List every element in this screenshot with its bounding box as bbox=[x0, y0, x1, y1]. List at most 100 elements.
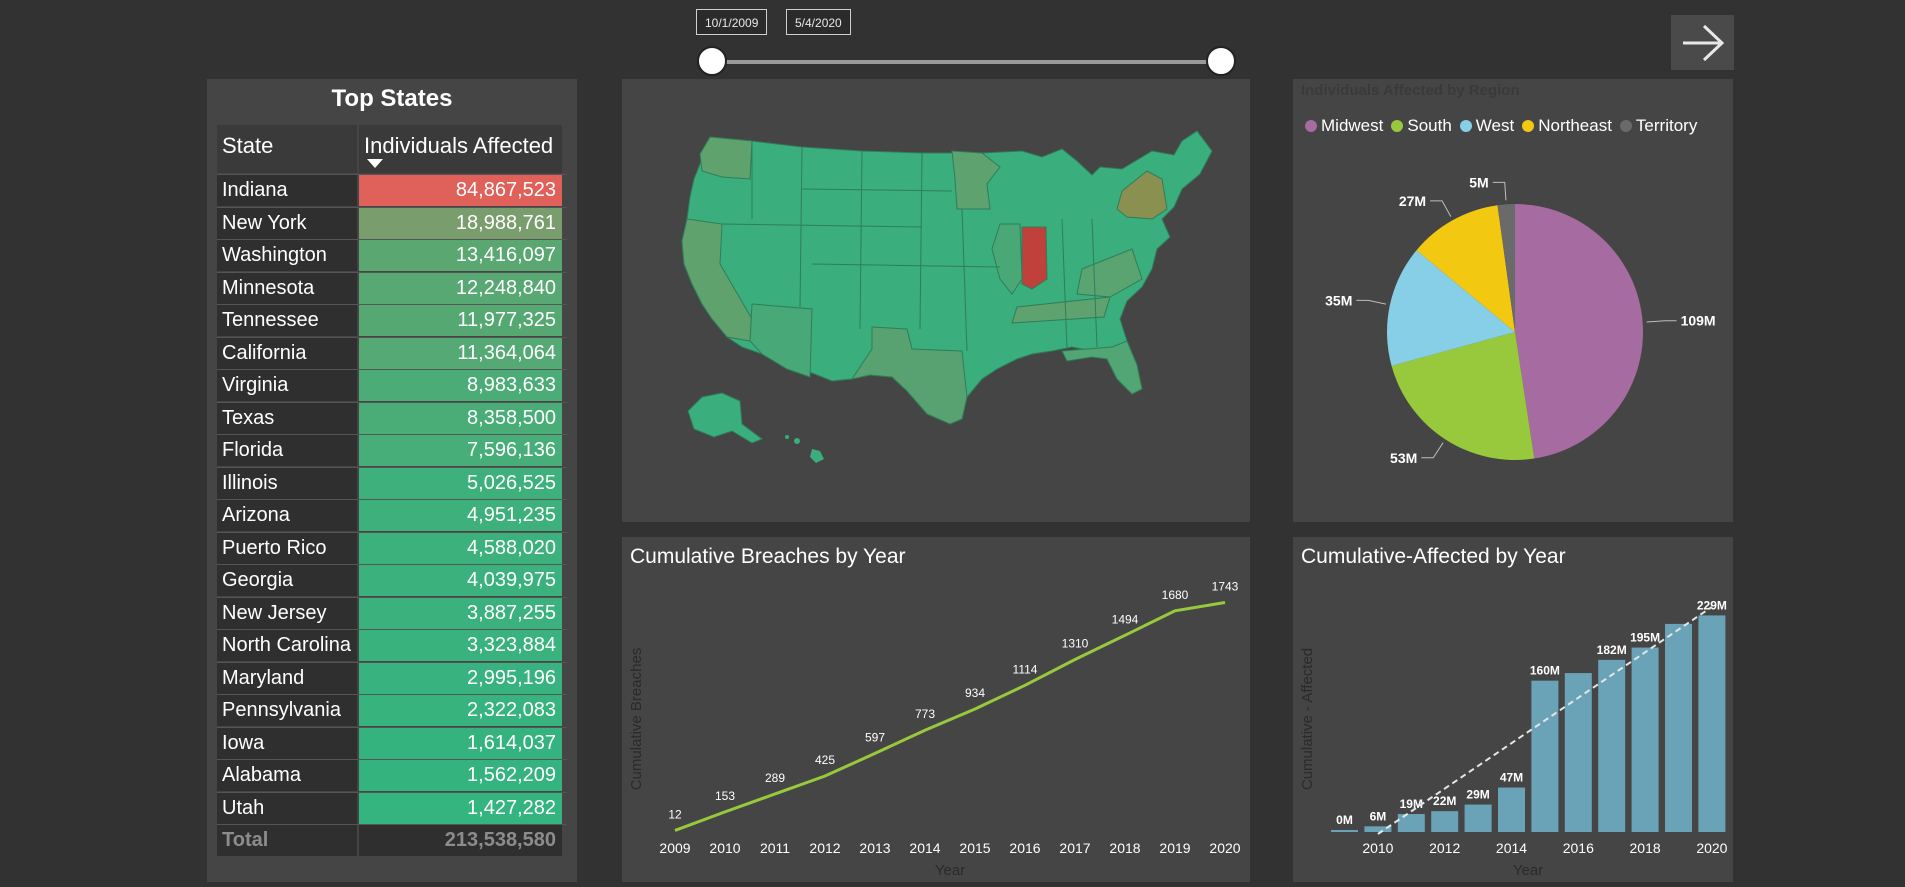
date-range-start-handle[interactable] bbox=[697, 46, 727, 76]
table-row[interactable]: Washington 13,416,097 bbox=[217, 239, 567, 271]
legend-item[interactable]: West bbox=[1459, 116, 1514, 136]
pie-slice-midwest[interactable] bbox=[1515, 204, 1643, 459]
bar-2012[interactable] bbox=[1431, 811, 1459, 832]
table-row[interactable]: Illinois 5,026,525 bbox=[217, 466, 567, 499]
bar-2019[interactable] bbox=[1665, 623, 1692, 832]
map-hawaii-island[interactable] bbox=[785, 435, 789, 439]
table-row[interactable]: Maryland 2,995,196 bbox=[217, 661, 567, 694]
pie-slice-northeast[interactable] bbox=[1416, 205, 1515, 332]
bar-2018[interactable] bbox=[1631, 647, 1659, 832]
map-state-illinois[interactable] bbox=[991, 223, 1023, 295]
bar-data-label: 0M bbox=[1336, 813, 1353, 827]
map-state-arizona[interactable] bbox=[749, 303, 813, 378]
cell-state: Indiana bbox=[217, 175, 357, 206]
legend-item[interactable]: Midwest bbox=[1305, 116, 1383, 136]
table-row[interactable]: Virginia 8,983,633 bbox=[217, 369, 567, 401]
bar-chart-title: Cumulative-Affected by Year bbox=[1301, 545, 1566, 568]
map-state-tennessee[interactable] bbox=[1011, 296, 1111, 324]
map-state-washington[interactable] bbox=[699, 136, 753, 180]
cell-state: Tennessee bbox=[217, 305, 357, 336]
legend-item[interactable]: South bbox=[1391, 116, 1452, 136]
table-row[interactable]: Alabama 1,562,209 bbox=[217, 759, 567, 791]
table-row[interactable]: California 11,364,064 bbox=[217, 336, 567, 369]
map-state-texas[interactable] bbox=[850, 326, 968, 425]
table-row[interactable]: Iowa 1,614,037 bbox=[217, 726, 567, 759]
map-state-florida[interactable] bbox=[1061, 340, 1143, 395]
pie-slice-west[interactable] bbox=[1387, 250, 1515, 366]
column-header-state[interactable]: State bbox=[217, 125, 357, 173]
table-row[interactable]: Indiana 84,867,523 bbox=[217, 174, 567, 206]
table-row[interactable]: Minnesota 12,248,840 bbox=[217, 271, 567, 304]
x-tick-label: 2014 bbox=[1496, 840, 1527, 856]
map-state-indiana[interactable] bbox=[1021, 226, 1048, 290]
pie-slice-territory[interactable] bbox=[1497, 204, 1515, 332]
table-title: Top States bbox=[331, 85, 453, 112]
map-state-new-york[interactable] bbox=[1116, 170, 1168, 220]
map-state-minnesota[interactable] bbox=[951, 150, 1001, 210]
start-date-input[interactable]: 10/1/2009 bbox=[696, 9, 768, 35]
data-label: 153 bbox=[715, 789, 735, 803]
cell-individuals-affected: 1,562,209 bbox=[359, 760, 562, 791]
table-row[interactable]: New York 18,988,761 bbox=[217, 206, 567, 239]
x-tick-label: 2017 bbox=[1059, 840, 1090, 856]
cell-individuals-affected: 4,951,235 bbox=[359, 500, 562, 531]
next-page-button[interactable] bbox=[1671, 15, 1734, 70]
column-header-label: Individuals Affected bbox=[364, 133, 554, 158]
cell-state: Minnesota bbox=[217, 272, 357, 304]
x-axis-title: Year bbox=[935, 862, 965, 879]
us-map bbox=[622, 79, 1250, 522]
us-map-svg[interactable] bbox=[622, 79, 1250, 522]
table-row[interactable]: Pennsylvania 2,322,083 bbox=[217, 694, 567, 726]
map-state-hawaii[interactable] bbox=[810, 449, 824, 463]
table-row[interactable]: Utah 1,427,282 bbox=[217, 791, 567, 824]
bar-2014[interactable] bbox=[1498, 787, 1525, 832]
bar-2009[interactable] bbox=[1331, 830, 1358, 832]
cell-state: Illinois bbox=[217, 467, 357, 499]
table-row[interactable]: New Jersey 3,887,255 bbox=[217, 596, 567, 629]
table-row[interactable]: Tennessee 11,977,325 bbox=[217, 304, 567, 336]
legend-dot-icon bbox=[1305, 120, 1317, 132]
end-date-input[interactable]: 5/4/2020 bbox=[786, 9, 851, 35]
cell-individuals-affected: 1,427,282 bbox=[359, 792, 562, 824]
bar-data-label: 182M bbox=[1597, 643, 1627, 657]
pie-slice-south[interactable] bbox=[1391, 332, 1535, 460]
pie-data-label: 5M bbox=[1469, 174, 1488, 190]
cell-state: New Jersey bbox=[217, 597, 357, 629]
table-row[interactable]: Florida 7,596,136 bbox=[217, 434, 567, 466]
table-row[interactable]: Georgia 4,039,975 bbox=[217, 564, 567, 596]
cell-individuals-affected: 4,588,020 bbox=[359, 532, 562, 564]
bar-data-label: 47M bbox=[1500, 771, 1523, 785]
bar-2011[interactable] bbox=[1397, 814, 1425, 832]
table-row[interactable]: Puerto Rico 4,588,020 bbox=[217, 531, 567, 564]
table-row[interactable]: Texas 8,358,500 bbox=[217, 401, 567, 434]
table-total-row: Total 213,538,580 bbox=[217, 824, 567, 856]
bar-2013[interactable] bbox=[1464, 804, 1492, 832]
series-line[interactable] bbox=[674, 601, 1226, 832]
column-header-individuals-affected[interactable]: Individuals Affected bbox=[359, 125, 562, 173]
data-label: 773 bbox=[915, 707, 935, 721]
bar-2010[interactable] bbox=[1364, 826, 1392, 832]
legend-dot-icon bbox=[1459, 120, 1472, 132]
cell-individuals-affected: 11,977,325 bbox=[359, 305, 562, 336]
map-state-borders bbox=[721, 141, 1098, 352]
legend-item[interactable]: Northeast bbox=[1522, 116, 1612, 136]
legend-item[interactable]: Territory bbox=[1619, 116, 1697, 136]
bar-2015[interactable] bbox=[1531, 680, 1559, 832]
pie-data-label: 35M bbox=[1325, 292, 1352, 308]
table-row[interactable]: Arizona 4,951,235 bbox=[217, 499, 567, 531]
cell-state: California bbox=[217, 337, 357, 369]
date-range-slider-track[interactable] bbox=[712, 60, 1222, 64]
cell-individuals-affected: 8,358,500 bbox=[359, 402, 562, 434]
map-state-virginia[interactable] bbox=[1076, 248, 1143, 298]
bar-2016[interactable] bbox=[1564, 673, 1592, 832]
bar-2020[interactable] bbox=[1698, 615, 1726, 832]
bar-2017[interactable] bbox=[1598, 659, 1626, 832]
x-axis-title: Year bbox=[1513, 862, 1543, 879]
y-axis-title: Cumulative Breaches bbox=[628, 648, 645, 791]
map-state-alaska[interactable] bbox=[687, 392, 764, 444]
map-state-california[interactable] bbox=[681, 218, 753, 342]
date-range-end-handle[interactable] bbox=[1206, 46, 1236, 76]
cell-state: Puerto Rico bbox=[217, 532, 357, 564]
map-hawaii-island[interactable] bbox=[794, 438, 800, 444]
table-row[interactable]: North Carolina 3,323,884 bbox=[217, 629, 567, 661]
